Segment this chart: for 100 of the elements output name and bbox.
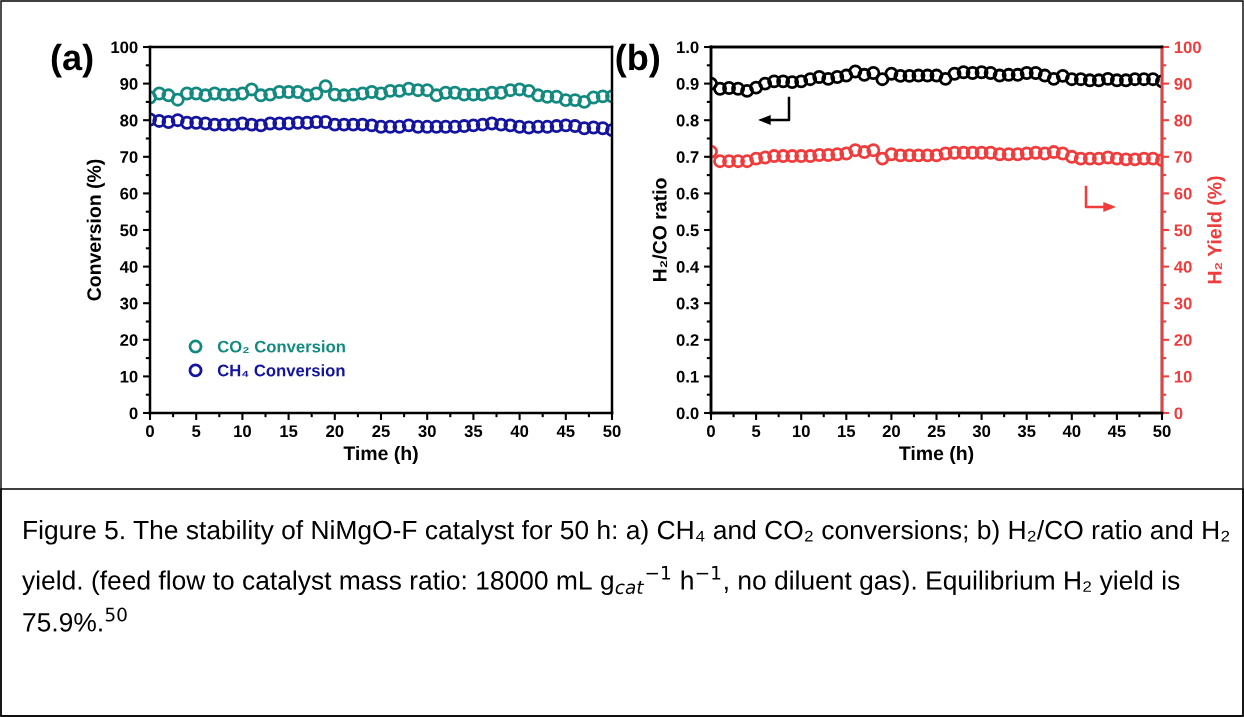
point bbox=[938, 146, 953, 161]
point bbox=[803, 149, 818, 164]
point bbox=[1118, 73, 1133, 88]
point bbox=[992, 147, 1007, 162]
point bbox=[475, 117, 490, 132]
point bbox=[281, 116, 296, 131]
point bbox=[893, 68, 908, 83]
legend-label: CH₄ Conversion bbox=[217, 364, 345, 377]
point bbox=[722, 154, 736, 169]
point bbox=[848, 64, 863, 79]
y-tick-label: 20 bbox=[120, 334, 138, 346]
x-tick-label: 10 bbox=[234, 425, 251, 438]
point bbox=[189, 115, 204, 130]
text: (a) bbox=[51, 43, 93, 78]
point bbox=[947, 66, 962, 81]
point bbox=[1127, 72, 1142, 87]
point bbox=[420, 83, 435, 98]
point bbox=[1028, 145, 1043, 160]
point bbox=[875, 151, 890, 166]
point bbox=[1046, 145, 1061, 159]
x-tick-label: 40 bbox=[1062, 425, 1081, 438]
point bbox=[857, 67, 872, 82]
point bbox=[364, 85, 379, 99]
point bbox=[374, 119, 388, 134]
y-tick-label: 0.5 bbox=[676, 224, 699, 237]
point bbox=[1118, 152, 1133, 167]
point bbox=[263, 116, 278, 131]
point bbox=[1091, 151, 1106, 166]
y-tick-label: 10 bbox=[120, 370, 138, 383]
y-tick-label: 90 bbox=[120, 78, 138, 90]
point bbox=[776, 74, 791, 89]
point bbox=[1146, 151, 1160, 166]
y-tick-label: 0.4 bbox=[676, 261, 700, 273]
point bbox=[1019, 66, 1034, 80]
point bbox=[531, 119, 546, 134]
point bbox=[318, 79, 333, 94]
point bbox=[429, 88, 444, 103]
point bbox=[198, 88, 213, 103]
point bbox=[983, 66, 998, 80]
y2-tick-label: 20 bbox=[1174, 334, 1192, 346]
point bbox=[884, 66, 899, 81]
point bbox=[235, 116, 250, 131]
point bbox=[383, 83, 398, 98]
y2-axis-title: H₂ Yield (%) bbox=[1207, 176, 1226, 284]
point bbox=[1100, 150, 1115, 165]
point bbox=[812, 148, 827, 162]
point bbox=[830, 147, 845, 162]
point bbox=[740, 83, 755, 98]
point bbox=[226, 117, 241, 132]
point bbox=[484, 85, 499, 100]
point bbox=[983, 145, 998, 160]
point bbox=[758, 150, 773, 165]
point bbox=[411, 119, 425, 134]
x-tick-label: 20 bbox=[326, 425, 344, 438]
y2-tick-label: 80 bbox=[1174, 114, 1192, 127]
point bbox=[821, 148, 836, 162]
point bbox=[180, 115, 194, 130]
point bbox=[1137, 151, 1151, 166]
point bbox=[438, 85, 453, 100]
point bbox=[447, 119, 462, 134]
y-tick-label: 0 bbox=[129, 407, 138, 420]
point bbox=[494, 117, 509, 132]
point bbox=[549, 119, 564, 133]
point bbox=[1037, 146, 1052, 161]
point bbox=[595, 89, 610, 104]
point bbox=[902, 148, 917, 163]
point bbox=[713, 154, 727, 169]
x-tick-label: 50 bbox=[603, 425, 621, 438]
point bbox=[244, 82, 259, 97]
point bbox=[161, 88, 176, 103]
point bbox=[401, 118, 416, 133]
y2-tick-label: 70 bbox=[1174, 151, 1192, 163]
point bbox=[1082, 151, 1097, 166]
y-tick-label: 100 bbox=[111, 41, 138, 54]
point bbox=[929, 148, 944, 163]
y2-tick-label: 50 bbox=[1174, 224, 1192, 237]
y-tick-label: 50 bbox=[120, 224, 138, 237]
point bbox=[1146, 72, 1160, 87]
point bbox=[170, 92, 185, 107]
point bbox=[327, 87, 342, 102]
y2-tick-label: 90 bbox=[1174, 78, 1192, 90]
y-tick-label: 0.6 bbox=[676, 187, 699, 200]
point bbox=[1064, 149, 1079, 164]
point bbox=[956, 65, 971, 80]
point bbox=[857, 145, 872, 159]
point bbox=[1082, 73, 1097, 88]
point bbox=[965, 66, 980, 80]
point bbox=[1028, 66, 1043, 80]
point bbox=[920, 148, 935, 163]
point bbox=[521, 83, 536, 98]
point bbox=[749, 151, 764, 166]
point bbox=[207, 86, 222, 101]
point bbox=[586, 120, 601, 135]
point bbox=[235, 86, 250, 101]
point bbox=[216, 87, 231, 102]
point bbox=[484, 116, 499, 131]
point bbox=[383, 119, 398, 134]
y-tick-label: 40 bbox=[119, 261, 138, 273]
point bbox=[429, 119, 444, 134]
point bbox=[974, 65, 989, 80]
